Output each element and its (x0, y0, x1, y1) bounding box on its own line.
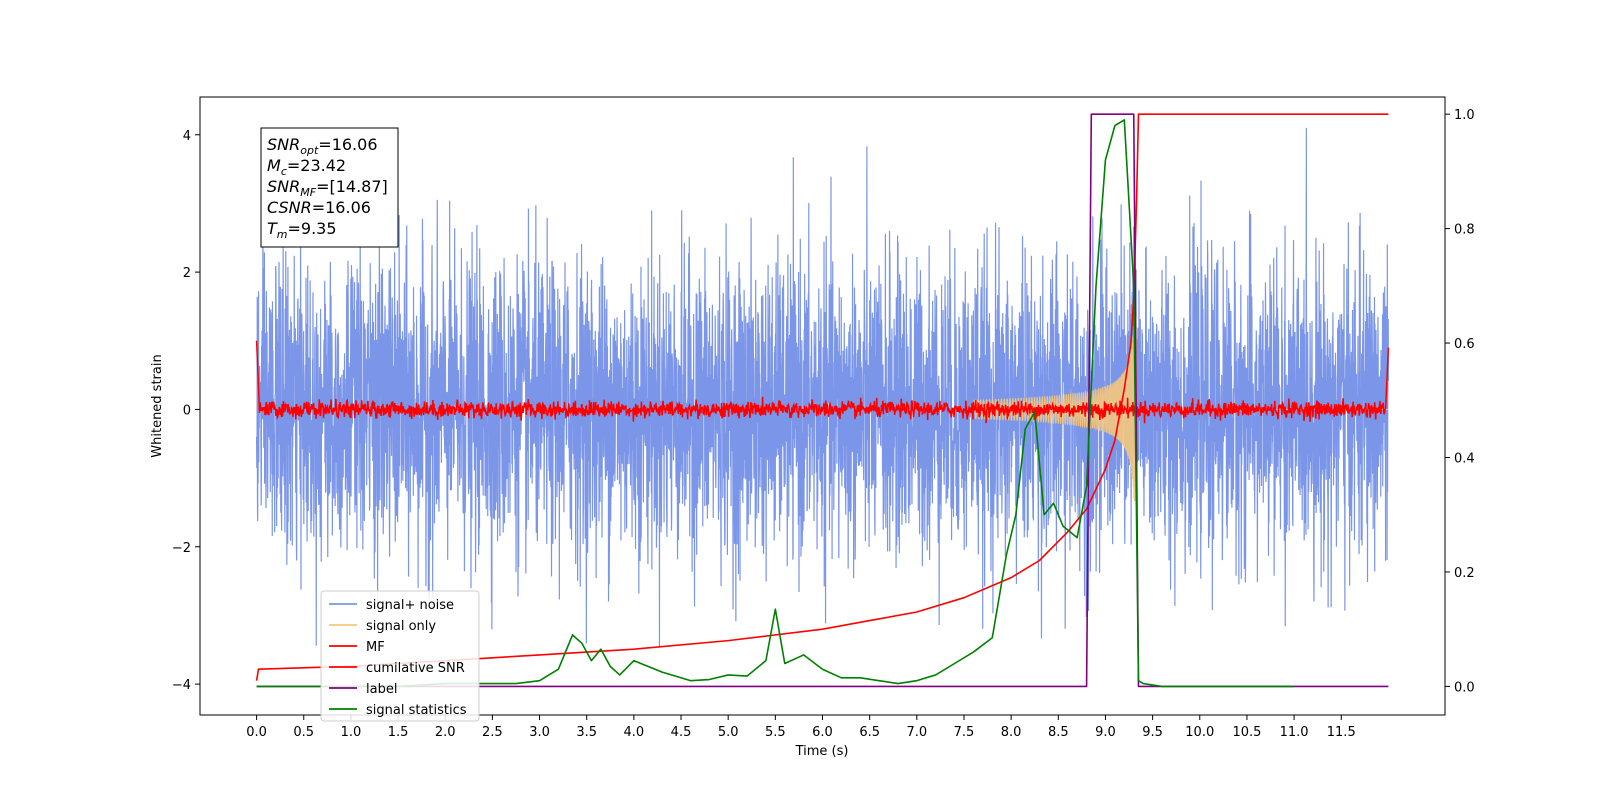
series-signal-noise (255, 127, 1390, 648)
y-axis-right: 0.0 0.2 0.4 0.6 0.8 1.0 (1445, 108, 1475, 695)
x-tick-label: 2.0 (435, 725, 456, 740)
x-tick-label: 3.5 (576, 725, 597, 740)
legend-entry: signal only (366, 619, 436, 634)
x-tick-label: 8.5 (1048, 725, 1069, 740)
legend-entry: signal+ noise (366, 598, 454, 613)
x-tick-label: 10.5 (1232, 725, 1261, 740)
x-tick-label: 11.0 (1280, 725, 1309, 740)
series-signal-statistics (256, 119, 1295, 688)
x-tick-label: 9.0 (1095, 725, 1116, 740)
y-right-tick-label: 0.6 (1454, 337, 1475, 352)
x-tick-label: 5.5 (765, 725, 786, 740)
y-left-tick-label: −4 (172, 678, 191, 693)
x-tick-label: 11.5 (1327, 725, 1356, 740)
x-tick-label: 0.5 (293, 725, 314, 740)
annotation-line: SNRopt=16.06 (267, 135, 378, 157)
annotation-line: Tm=9.35 (267, 219, 337, 241)
x-axis: 0.0 0.5 1.0 1.5 2.0 2.5 3.0 3.5 4.0 4.5 5.0 5.5 6.0 6… (246, 715, 1356, 740)
x-tick-label: 6.5 (859, 725, 880, 740)
legend-entry: label (366, 682, 397, 697)
y-right-tick-label: 0.2 (1454, 566, 1475, 581)
annotation-line: Mc=23.42 (267, 156, 346, 178)
legend-entry: MF (366, 640, 385, 655)
series-cumulative-snr (255, 113, 1389, 681)
y-left-tick-label: 4 (183, 129, 191, 144)
y-left-tick-label: −2 (172, 541, 191, 556)
x-tick-label: 5.0 (718, 725, 739, 740)
y-right-tick-label: 0.4 (1454, 452, 1475, 467)
series-mf (255, 340, 1390, 424)
x-tick-label: 1.0 (341, 725, 362, 740)
annotation-line: SNRMF=[14.87] (267, 177, 388, 199)
annotation-frame (260, 127, 399, 248)
x-axis-label: Time (s) (795, 744, 849, 759)
y-right-tick-label: 1.0 (1454, 108, 1475, 123)
legend-frame (320, 590, 480, 722)
y-axis-left: −4 −2 0 2 4 (172, 129, 200, 693)
annotation-line: CSNR=16.06 (267, 198, 371, 217)
y-right-tick-label: 0.0 (1454, 680, 1475, 695)
y-left-tick-label: 2 (183, 266, 191, 281)
y-right-tick-label: 0.8 (1454, 223, 1475, 238)
x-tick-label: 1.5 (388, 725, 409, 740)
x-tick-label: 4.0 (624, 725, 645, 740)
legend-entry: cumilative SNR (366, 661, 465, 676)
series-layer (255, 113, 1390, 688)
x-tick-label: 9.5 (1142, 725, 1163, 740)
x-tick-label: 3.0 (529, 725, 550, 740)
x-tick-label: 6.0 (812, 725, 833, 740)
x-tick-label: 10.0 (1185, 725, 1214, 740)
x-tick-label: 7.0 (906, 725, 927, 740)
y-left-tick-label: 0 (183, 403, 191, 418)
x-tick-label: 8.0 (1001, 725, 1022, 740)
x-tick-label: 2.5 (482, 725, 503, 740)
legend: signal+ noise signal only MF cumilative SNR… (320, 590, 480, 722)
annotation-box: SNRopt=16.06Mc=23.42SNRMF=[14.87]CSNR=16… (260, 127, 399, 248)
x-tick-label: 4.5 (671, 725, 692, 740)
y-axis-label: Whitened strain (150, 354, 165, 457)
x-tick-label: 0.0 (246, 725, 267, 740)
x-tick-label: 7.5 (954, 725, 975, 740)
legend-entry: signal statistics (366, 703, 467, 718)
